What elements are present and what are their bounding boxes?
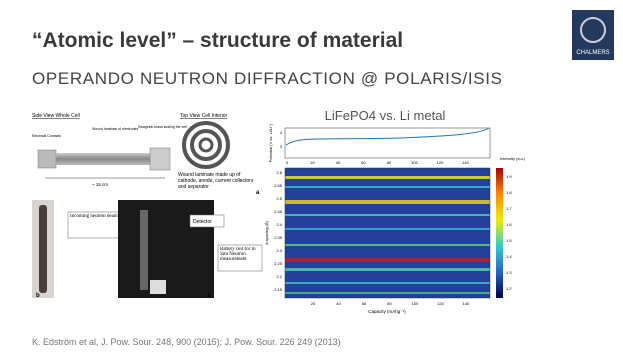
x-tick-label: 100: [412, 301, 419, 306]
x-tick-label: 100: [411, 160, 418, 165]
citation: K. Edström et al, J. Pow. Sour. 248, 900…: [32, 337, 341, 347]
caption-box: Wound laminate made up of cathode, anode…: [178, 172, 254, 190]
logo-emblem: [580, 17, 606, 43]
logo-text: CHALMERS: [576, 50, 609, 56]
base: [150, 280, 166, 294]
x-tick-label: 80: [387, 160, 392, 165]
x-tick-label: 20: [310, 160, 315, 165]
heatmap: [285, 168, 490, 298]
cap: [37, 149, 57, 169]
stripe: [285, 214, 490, 216]
y-tick-label: 2.3: [276, 248, 282, 253]
axis-label: Intensity (a.u.): [500, 156, 526, 161]
label: Side View Whole Cell: [32, 113, 80, 119]
colorbar-tick-label: 1.2: [506, 286, 512, 291]
x-tick-label: 120: [437, 160, 444, 165]
callout-text: Detector: [193, 219, 212, 225]
label: Top View Cell Interior: [180, 113, 227, 119]
cap: [149, 147, 171, 171]
x-tick-label: 140: [462, 160, 469, 165]
stripe: [285, 176, 490, 179]
rod: [56, 153, 156, 165]
x-tick-label: 120: [437, 301, 444, 306]
caption: Wound laminate made up of cathode, anode…: [178, 172, 254, 190]
x-tick-label: 60: [361, 160, 366, 165]
y-tick-label: 2.55: [274, 183, 283, 188]
colorbar-tick-label: 1.6: [506, 222, 512, 227]
label: Swagelok brass sealing the cell: [138, 125, 187, 129]
stripe: [285, 282, 490, 284]
x-tick-label: 40: [336, 301, 341, 306]
stripe: [285, 258, 490, 262]
colorbar: [496, 168, 503, 298]
spiral: [182, 121, 230, 169]
axis-label: Capacity (mAhg⁻¹): [368, 309, 406, 314]
stripe: [285, 200, 490, 204]
callout-text: Incoming neutron beam: [70, 214, 118, 219]
colorbar-tick-label: 1.3: [506, 270, 512, 275]
callout: [217, 244, 263, 272]
label: b: [36, 293, 40, 299]
label: Wound laminate of electrodes: [92, 127, 138, 131]
x-tick-label: 0: [286, 160, 289, 165]
axis-label: Potential (V vs. Li/Li⁺): [268, 123, 273, 162]
stripe: [285, 268, 490, 271]
y-tick-label: 2.2: [276, 274, 282, 279]
title: “Atomic level” – structure of material: [32, 29, 403, 52]
y-tick-label: 2.45: [274, 209, 283, 214]
y-tick-label: 2.25: [274, 261, 283, 266]
plot-title: LiFePO4 vs. Li metal: [325, 108, 446, 123]
stripe: [285, 186, 490, 188]
y-tick-label: 2.6: [276, 170, 282, 175]
label: a: [256, 190, 260, 196]
x-tick-label: 20: [311, 301, 316, 306]
colorbar-tick-label: 1.9: [506, 174, 512, 179]
label: Electrical Contacts: [32, 134, 61, 138]
axis-label: d-spacing (Å): [264, 220, 269, 244]
colorbar-tick-label: 1.4: [506, 254, 512, 259]
callout-text: Battery cell for In Situ Neutron measure…: [220, 247, 256, 262]
y-tick-label: 2.35: [274, 235, 283, 240]
cell: [39, 205, 47, 293]
subtitle: OPERANDO NEUTRON DIFFRACTION @ POLARIS/I…: [32, 69, 502, 88]
stripe: [285, 244, 490, 246]
colorbar-tick-label: 1.8: [506, 190, 512, 195]
y-tick-label: 2.4: [276, 222, 282, 227]
heatmap-frame: [284, 167, 491, 299]
y-tick-label: 3: [280, 144, 283, 149]
label: ~ 15 cm: [92, 182, 108, 187]
x-tick-label: 80: [387, 301, 392, 306]
potential-curve: [285, 127, 490, 146]
colorbar-tick-label: 1.7: [506, 206, 512, 211]
label: c: [208, 293, 212, 299]
stand: [140, 210, 148, 290]
callout: [189, 214, 225, 228]
x-tick-label: 140: [463, 301, 470, 306]
y-tick-label: 2.15: [274, 287, 283, 292]
stripe: [285, 228, 490, 230]
x-tick-label: 60: [362, 301, 367, 306]
y-tick-label: 2.5: [276, 196, 282, 201]
stripe: [285, 292, 490, 294]
colorbar-tick-label: 1.5: [506, 238, 512, 243]
y-tick-label: 4: [280, 130, 283, 135]
x-tick-label: 40: [336, 160, 341, 165]
potential-frame: [284, 127, 491, 159]
